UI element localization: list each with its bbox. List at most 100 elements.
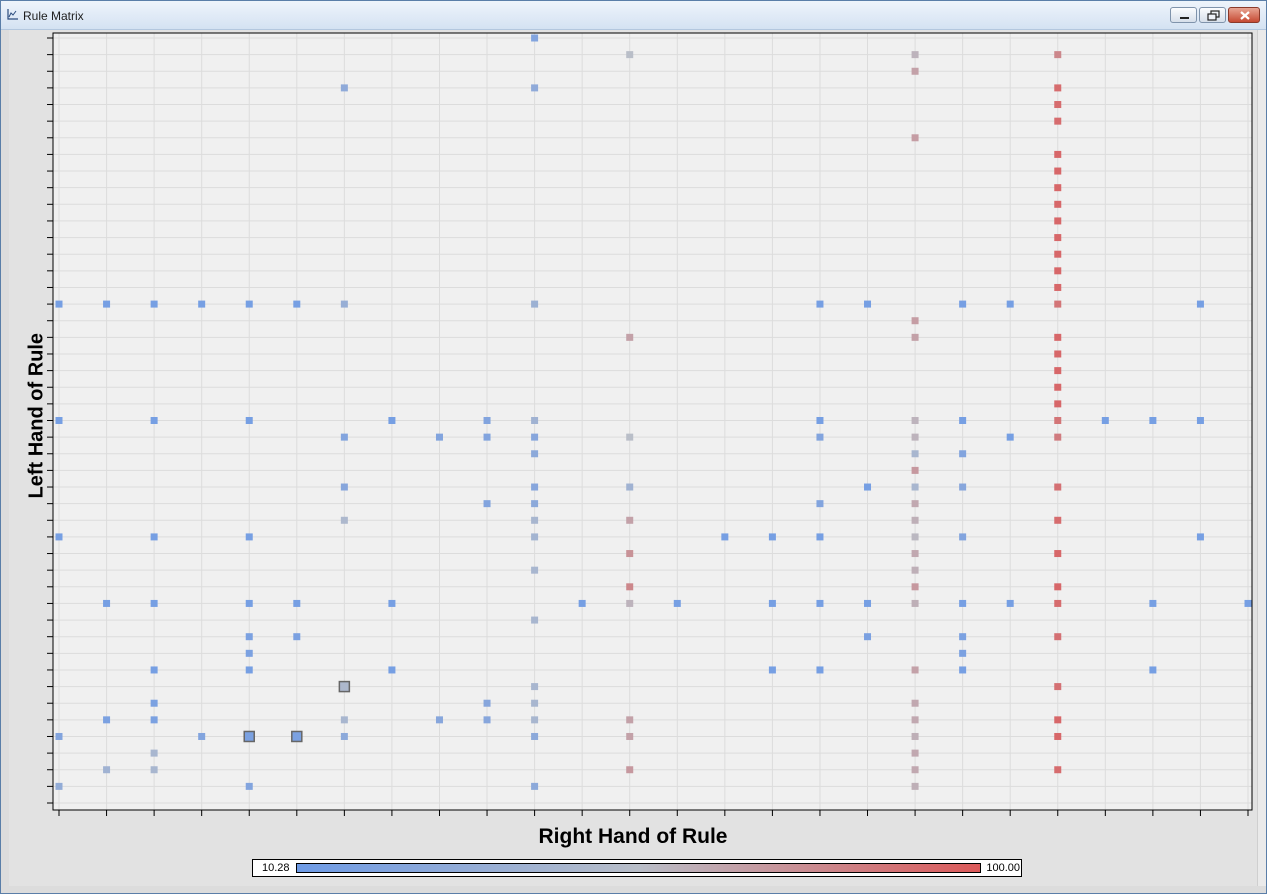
matrix-cell[interactable] [768, 666, 776, 674]
matrix-cell[interactable] [435, 433, 443, 441]
matrix-cell[interactable] [1101, 417, 1109, 424]
matrix-cell-selected[interactable] [338, 680, 351, 693]
matrix-cell[interactable] [626, 433, 634, 441]
matrix-cell[interactable] [721, 533, 729, 541]
matrix-cell[interactable] [1054, 417, 1062, 424]
title-bar[interactable]: Rule Matrix [1, 1, 1266, 30]
matrix-cell[interactable] [911, 766, 919, 774]
matrix-cell[interactable] [673, 599, 681, 607]
matrix-cell[interactable] [150, 666, 158, 674]
matrix-cell[interactable] [1054, 217, 1062, 225]
matrix-cell[interactable] [1054, 550, 1062, 558]
matrix-cell[interactable] [150, 300, 158, 308]
matrix-cell[interactable] [1054, 599, 1062, 607]
matrix-cell[interactable] [911, 500, 919, 508]
minimize-button[interactable] [1170, 7, 1197, 23]
matrix-cell[interactable] [1196, 533, 1204, 541]
matrix-cell[interactable] [816, 599, 824, 607]
matrix-cell[interactable] [911, 666, 919, 674]
matrix-cell[interactable] [959, 450, 967, 458]
matrix-cell[interactable] [531, 483, 539, 491]
matrix-cell[interactable] [1149, 666, 1157, 674]
matrix-cell[interactable] [245, 599, 253, 607]
matrix-cell[interactable] [816, 417, 824, 424]
matrix-cell[interactable] [1054, 516, 1062, 524]
restore-button[interactable] [1199, 7, 1226, 23]
matrix-cell[interactable] [1054, 250, 1062, 258]
matrix-cell[interactable] [911, 550, 919, 558]
matrix-cell[interactable] [1054, 267, 1062, 275]
matrix-cell[interactable] [1054, 633, 1062, 641]
matrix-cell[interactable] [1054, 683, 1062, 691]
matrix-cell[interactable] [1054, 200, 1062, 208]
matrix-cell[interactable] [483, 433, 491, 441]
matrix-cell[interactable] [1244, 599, 1252, 607]
matrix-cell[interactable] [55, 300, 63, 308]
matrix-cell[interactable] [103, 716, 111, 724]
matrix-cell[interactable] [864, 633, 872, 641]
matrix-cell[interactable] [911, 466, 919, 474]
matrix-cell[interactable] [578, 599, 586, 607]
matrix-cell[interactable] [1054, 483, 1062, 491]
matrix-cell[interactable] [626, 732, 634, 740]
matrix-cell[interactable] [340, 483, 348, 491]
rule-matrix-chart[interactable] [9, 30, 1257, 820]
matrix-cell[interactable] [531, 716, 539, 724]
matrix-cell[interactable] [1149, 417, 1157, 424]
matrix-cell[interactable] [626, 333, 634, 341]
matrix-cell[interactable] [1149, 599, 1157, 607]
matrix-cell[interactable] [198, 300, 206, 308]
matrix-cell[interactable] [816, 666, 824, 674]
matrix-cell[interactable] [911, 599, 919, 607]
matrix-cell[interactable] [911, 483, 919, 491]
matrix-cell[interactable] [340, 732, 348, 740]
matrix-cell[interactable] [911, 782, 919, 790]
matrix-cell[interactable] [1054, 583, 1062, 591]
matrix-cell[interactable] [150, 533, 158, 541]
matrix-cell[interactable] [531, 433, 539, 441]
matrix-cell[interactable] [626, 583, 634, 591]
matrix-cell[interactable] [483, 699, 491, 707]
matrix-cell[interactable] [1054, 766, 1062, 774]
matrix-cell[interactable] [1054, 350, 1062, 358]
matrix-cell[interactable] [388, 417, 396, 424]
matrix-cell[interactable] [531, 699, 539, 707]
matrix-cell[interactable] [388, 599, 396, 607]
matrix-cell[interactable] [911, 699, 919, 707]
matrix-cell[interactable] [245, 533, 253, 541]
matrix-cell[interactable] [911, 566, 919, 574]
matrix-cell[interactable] [1054, 84, 1062, 92]
matrix-cell[interactable] [245, 782, 253, 790]
matrix-cell[interactable] [626, 550, 634, 558]
matrix-cell[interactable] [531, 500, 539, 508]
matrix-cell[interactable] [531, 417, 539, 424]
matrix-cell[interactable] [1006, 433, 1014, 441]
matrix-cell[interactable] [1054, 400, 1062, 408]
matrix-cell[interactable] [911, 67, 919, 75]
matrix-cell[interactable] [626, 51, 634, 59]
matrix-cell[interactable] [245, 649, 253, 657]
matrix-cell[interactable] [150, 599, 158, 607]
matrix-cell[interactable] [911, 51, 919, 59]
matrix-cell[interactable] [1054, 333, 1062, 341]
matrix-cell[interactable] [150, 749, 158, 757]
matrix-cell[interactable] [55, 782, 63, 790]
matrix-cell[interactable] [911, 450, 919, 458]
matrix-cell[interactable] [816, 500, 824, 508]
matrix-cell[interactable] [816, 300, 824, 308]
matrix-cell[interactable] [531, 732, 539, 740]
matrix-cell[interactable] [293, 300, 301, 308]
matrix-cell[interactable] [1006, 300, 1014, 308]
matrix-cell[interactable] [483, 417, 491, 424]
matrix-cell[interactable] [1054, 716, 1062, 724]
matrix-cell[interactable] [864, 599, 872, 607]
matrix-cell[interactable] [1054, 184, 1062, 192]
matrix-cell[interactable] [1054, 101, 1062, 109]
matrix-cell[interactable] [911, 417, 919, 424]
matrix-cell[interactable] [911, 317, 919, 325]
matrix-cell[interactable] [1054, 433, 1062, 441]
matrix-cell[interactable] [911, 583, 919, 591]
matrix-cell[interactable] [911, 433, 919, 441]
matrix-cell[interactable] [531, 566, 539, 574]
matrix-cell[interactable] [1054, 283, 1062, 291]
